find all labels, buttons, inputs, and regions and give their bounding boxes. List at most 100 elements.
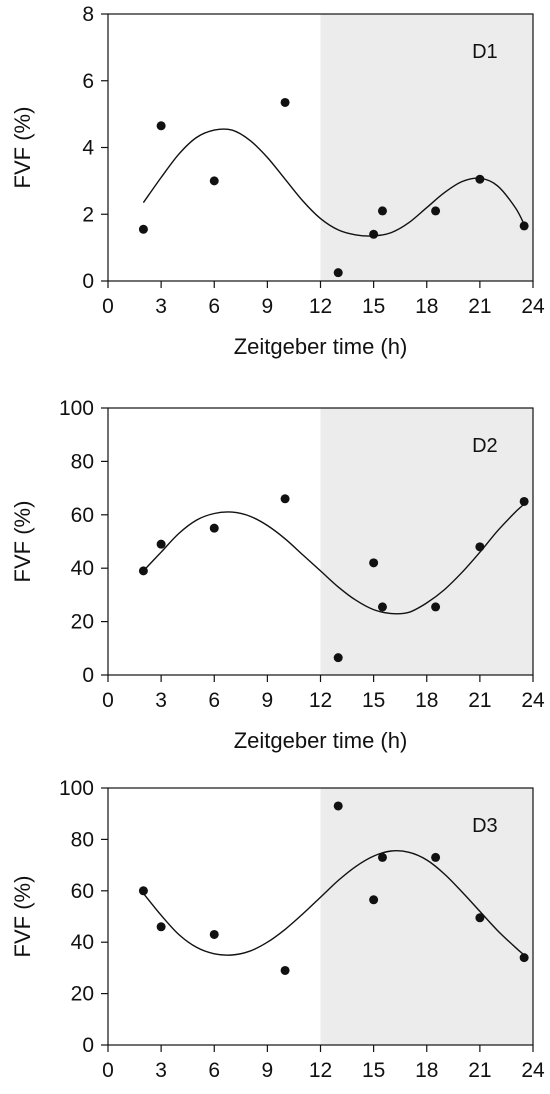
data-point	[369, 229, 379, 239]
x-tick-label: 0	[102, 689, 114, 712]
data-point	[156, 922, 166, 932]
y-axis-label: FVF (%)	[10, 876, 35, 958]
data-point	[280, 494, 290, 504]
x-tick-label: 15	[362, 689, 385, 712]
x-tick-label: 6	[208, 689, 220, 712]
x-tick-label: 3	[155, 295, 167, 318]
y-tick-label: 20	[71, 983, 94, 1006]
x-tick-label: 12	[309, 689, 332, 712]
y-tick-label: 2	[82, 203, 94, 226]
y-ticks: 0 2 4 6 8	[82, 3, 108, 293]
x-tick-label: 24	[521, 1059, 545, 1082]
data-point	[333, 653, 343, 663]
data-point	[333, 801, 343, 811]
x-axis-label: Zeitgeber time (h)	[234, 334, 408, 359]
data-point	[156, 539, 166, 549]
y-tick-label: 6	[82, 70, 94, 93]
data-point	[138, 224, 148, 234]
panel-label: D2	[472, 435, 498, 457]
y-tick-label: 0	[82, 664, 94, 687]
data-point	[519, 221, 529, 231]
dark-phase-shading	[320, 408, 533, 675]
x-ticks: 0 3 6 9 12 15 18 21 24	[102, 281, 545, 318]
data-point	[431, 852, 441, 862]
x-tick-label: 12	[309, 1059, 332, 1082]
y-axis-label: FVF (%)	[10, 107, 35, 189]
x-tick-label: 18	[415, 689, 438, 712]
x-tick-label: 15	[362, 295, 385, 318]
y-tick-label: 100	[59, 397, 94, 420]
panel-label: D3	[472, 815, 498, 837]
y-tick-label: 0	[82, 1034, 94, 1057]
x-tick-label: 0	[102, 1059, 114, 1082]
fit-curve	[142, 849, 525, 956]
panel-d3: 0 20 40 60 80 100 0 3 6 9 12 15 18 21 24 D3 FVF (%)	[10, 777, 545, 1082]
y-tick-label: 100	[59, 777, 94, 800]
data-point	[519, 953, 529, 963]
panel-label: D1	[472, 41, 498, 63]
x-tick-label: 3	[155, 1059, 167, 1082]
data-point	[475, 542, 485, 552]
x-tick-label: 12	[309, 295, 332, 318]
y-tick-label: 60	[71, 880, 94, 903]
data-points	[138, 801, 529, 975]
panel-d2: 0 20 40 60 80 100 0 3 6 9 12 15 18 21 24 D2 FVF (%) Z…	[10, 397, 545, 753]
y-tick-label: 80	[71, 450, 94, 473]
x-tick-label: 21	[468, 295, 491, 318]
data-point	[369, 895, 379, 905]
x-tick-label: 9	[262, 1059, 274, 1082]
data-point	[431, 602, 441, 612]
y-tick-label: 0	[82, 270, 94, 293]
data-point	[369, 558, 379, 568]
x-tick-label: 24	[521, 689, 545, 712]
fit-curve	[142, 128, 525, 237]
y-axis-label: FVF (%)	[10, 501, 35, 583]
data-point	[209, 523, 219, 533]
y-tick-label: 80	[71, 828, 94, 851]
y-tick-label: 40	[71, 557, 94, 580]
y-tick-label: 60	[71, 504, 94, 527]
x-tick-label: 9	[262, 295, 274, 318]
x-tick-label: 6	[208, 1059, 220, 1082]
y-tick-label: 20	[71, 611, 94, 634]
y-tick-label: 8	[82, 3, 94, 26]
x-tick-label: 21	[468, 689, 491, 712]
fit-curve	[142, 503, 525, 615]
x-tick-label: 21	[468, 1059, 491, 1082]
data-point	[209, 176, 219, 186]
data-point	[475, 913, 485, 923]
x-tick-label: 24	[521, 295, 545, 318]
data-point	[209, 929, 219, 939]
y-tick-label: 4	[82, 137, 94, 160]
data-point	[138, 886, 148, 896]
y-ticks: 0 20 40 60 80 100	[59, 397, 108, 687]
data-point	[377, 852, 387, 862]
dark-phase-shading	[320, 14, 533, 281]
data-point	[333, 268, 343, 278]
x-tick-label: 3	[155, 689, 167, 712]
dark-phase-shading	[320, 788, 533, 1045]
data-point	[138, 566, 148, 576]
y-tick-label: 40	[71, 931, 94, 954]
x-tick-label: 9	[262, 689, 274, 712]
x-tick-label: 18	[415, 1059, 438, 1082]
data-point	[156, 121, 166, 131]
x-ticks: 0 3 6 9 12 15 18 21 24	[102, 675, 545, 712]
y-ticks: 0 20 40 60 80 100	[59, 777, 108, 1057]
x-ticks: 0 3 6 9 12 15 18 21 24	[102, 1045, 545, 1082]
x-tick-label: 0	[102, 295, 114, 318]
data-point	[377, 206, 387, 216]
data-point	[519, 496, 529, 506]
data-points	[138, 97, 529, 278]
data-point	[475, 174, 485, 184]
data-point	[280, 965, 290, 975]
x-tick-label: 15	[362, 1059, 385, 1082]
data-points	[138, 494, 529, 663]
data-point	[377, 602, 387, 612]
data-point	[431, 206, 441, 216]
x-tick-label: 18	[415, 295, 438, 318]
data-point	[280, 97, 290, 107]
x-axis-label: Zeitgeber time (h)	[234, 728, 408, 753]
